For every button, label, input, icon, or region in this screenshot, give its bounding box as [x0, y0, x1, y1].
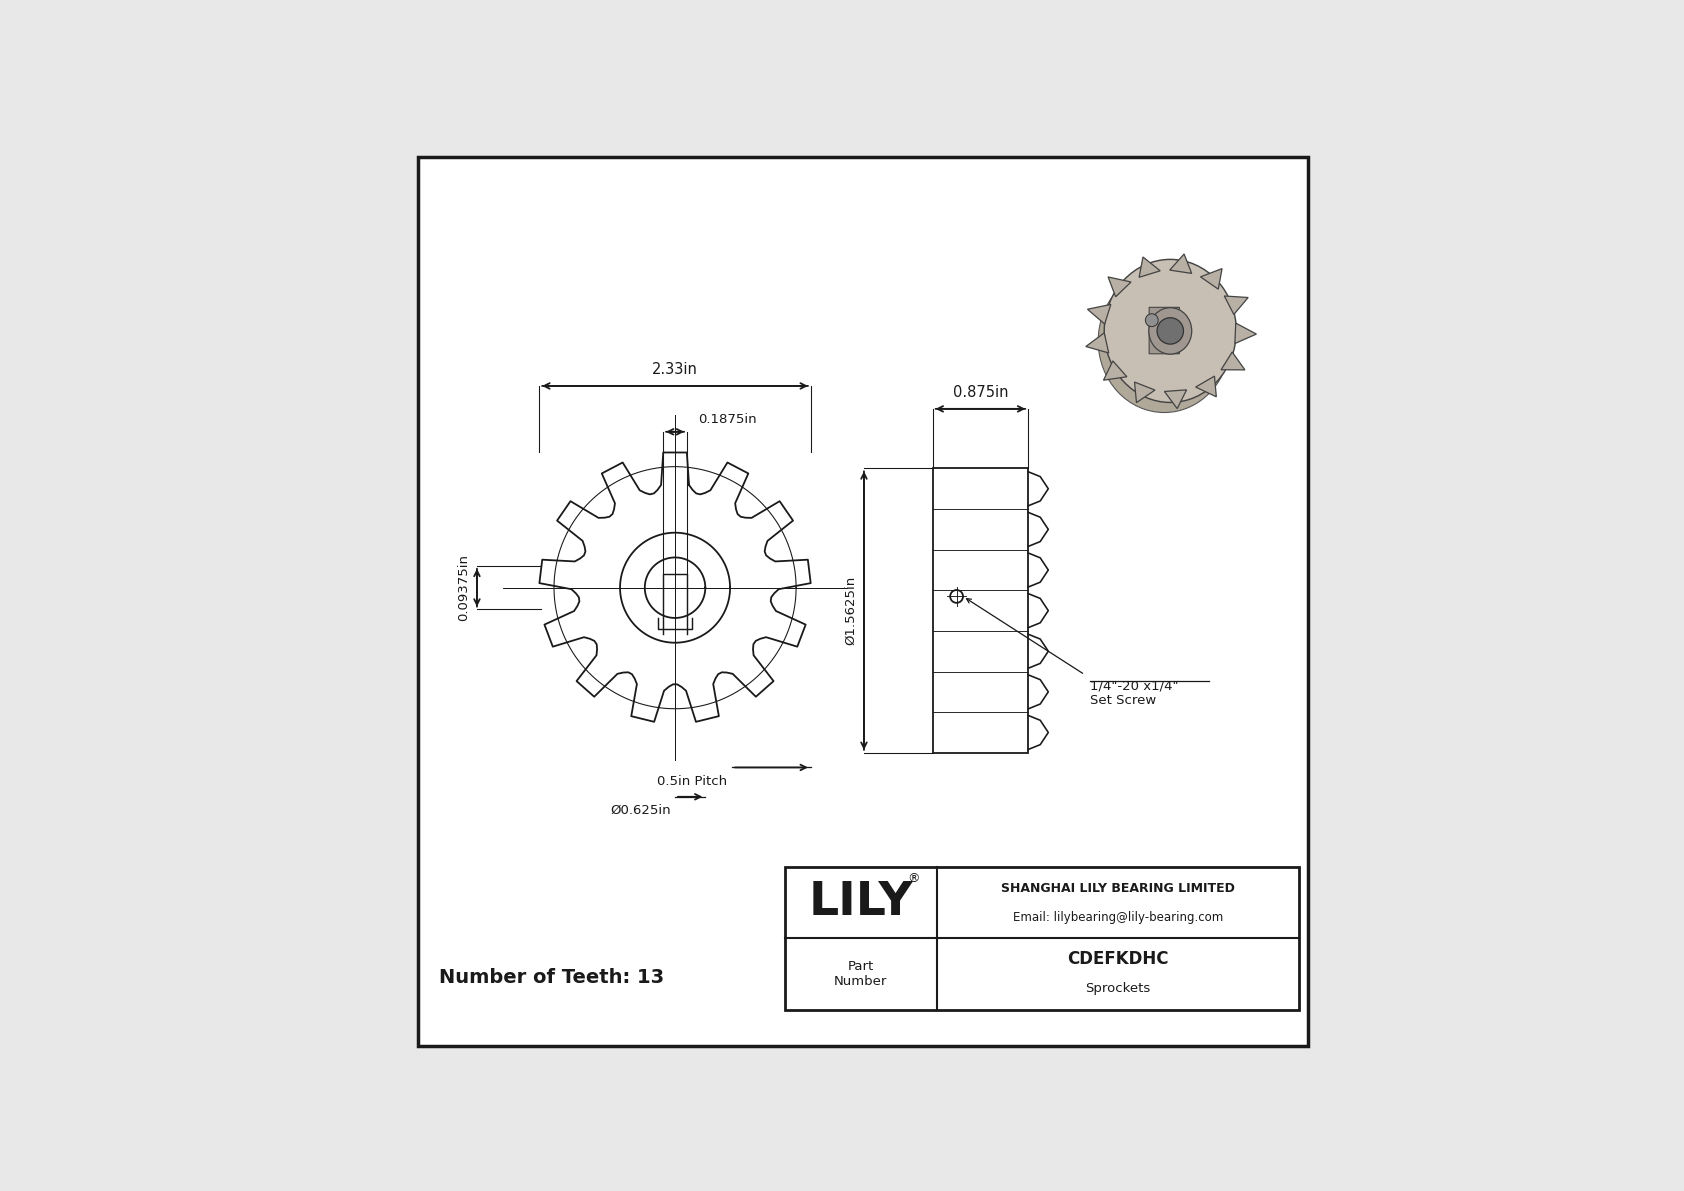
Polygon shape — [1135, 382, 1155, 403]
Text: ®: ® — [908, 872, 919, 885]
Bar — [933, 468, 1029, 753]
Polygon shape — [1201, 269, 1223, 289]
Text: Ø0.625in: Ø0.625in — [610, 804, 670, 817]
Bar — [785, 867, 1298, 1010]
Ellipse shape — [1098, 269, 1231, 412]
Text: Email: lilybearing@lily-bearing.com: Email: lilybearing@lily-bearing.com — [1012, 911, 1223, 924]
Polygon shape — [1224, 297, 1248, 314]
Polygon shape — [1234, 323, 1256, 343]
Polygon shape — [1221, 353, 1244, 370]
Text: LILY: LILY — [808, 880, 913, 925]
Circle shape — [1157, 318, 1184, 344]
Ellipse shape — [1148, 307, 1192, 354]
Text: CDEFKDHC: CDEFKDHC — [1068, 950, 1169, 968]
Text: Ø1.5625in: Ø1.5625in — [844, 576, 857, 646]
Text: 0.09375in: 0.09375in — [456, 554, 470, 622]
Polygon shape — [1164, 389, 1187, 409]
Text: SHANGHAI LILY BEARING LIMITED: SHANGHAI LILY BEARING LIMITED — [1000, 881, 1234, 894]
Text: Number of Teeth: 13: Number of Teeth: 13 — [440, 968, 665, 987]
Polygon shape — [1196, 376, 1216, 397]
Polygon shape — [1086, 332, 1108, 353]
Text: 0.5in Pitch: 0.5in Pitch — [657, 775, 727, 787]
Polygon shape — [1103, 361, 1127, 380]
Polygon shape — [1088, 305, 1111, 324]
Text: 0.875in: 0.875in — [953, 385, 1009, 400]
Polygon shape — [1108, 278, 1132, 297]
Text: Sprockets: Sprockets — [1084, 983, 1150, 996]
Text: Part
Number: Part Number — [834, 960, 887, 989]
Text: 2.33in: 2.33in — [652, 362, 697, 376]
Ellipse shape — [1105, 260, 1236, 403]
Circle shape — [1145, 313, 1159, 326]
FancyBboxPatch shape — [1148, 307, 1179, 354]
Polygon shape — [1138, 257, 1160, 278]
Text: 1/4"-20 x1/4"
Set Screw: 1/4"-20 x1/4" Set Screw — [1090, 679, 1179, 707]
Text: 0.1875in: 0.1875in — [697, 413, 756, 426]
Polygon shape — [1170, 254, 1192, 274]
